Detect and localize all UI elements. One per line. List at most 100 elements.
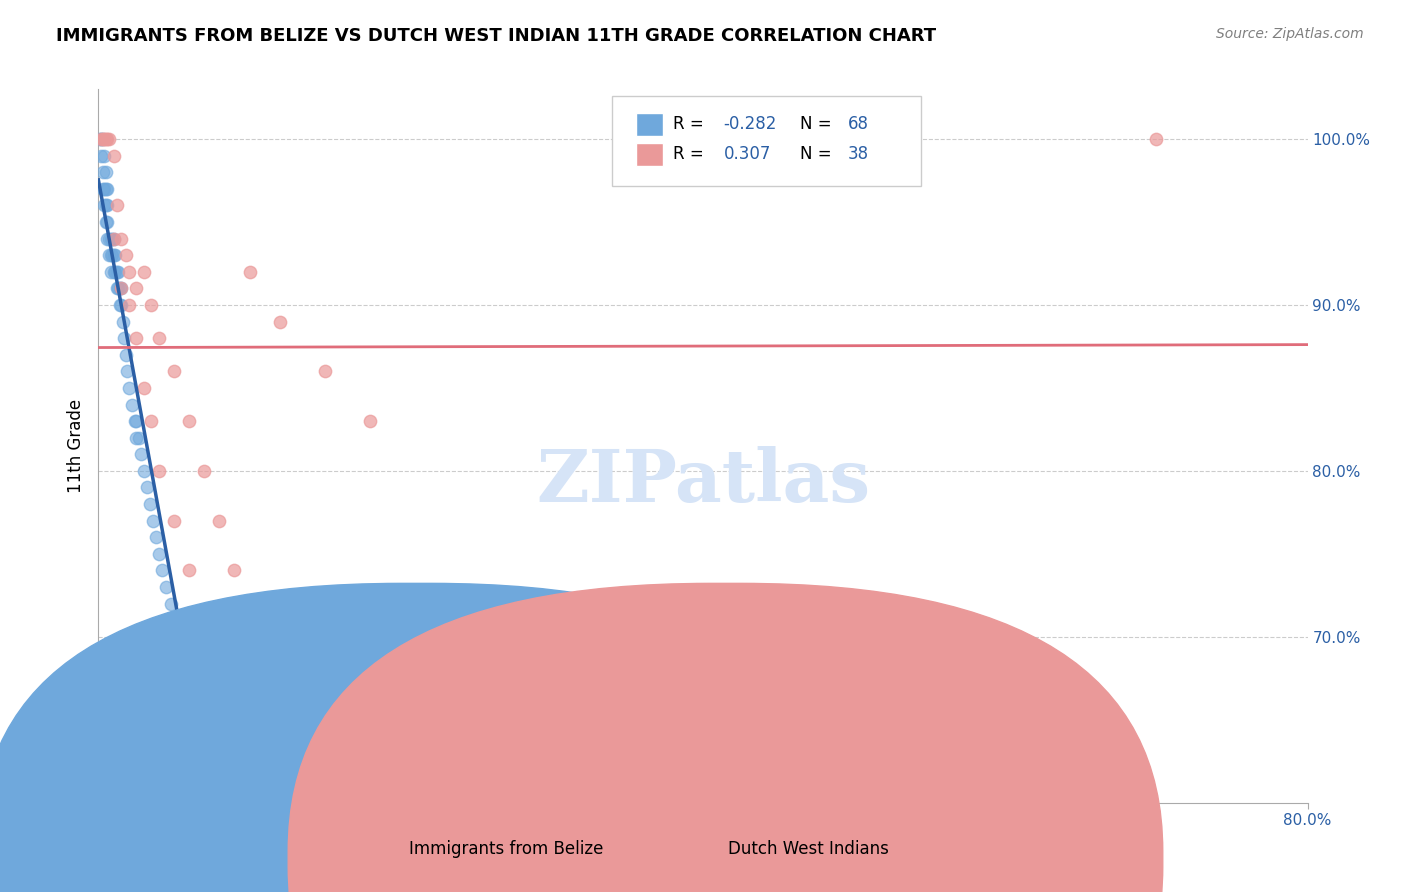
Point <box>107 281 129 295</box>
Point <box>125 331 148 345</box>
Point <box>148 464 170 478</box>
Point <box>118 265 141 279</box>
Point <box>107 265 129 279</box>
Point <box>108 298 131 312</box>
Point <box>103 265 125 279</box>
Point <box>129 447 152 461</box>
Point <box>128 431 150 445</box>
Point <box>110 231 132 245</box>
Point <box>93 198 115 212</box>
Point <box>208 630 231 644</box>
Point <box>155 580 177 594</box>
Point <box>135 481 157 495</box>
Point <box>211 813 233 827</box>
Point <box>98 248 121 262</box>
Point <box>179 680 201 694</box>
Point <box>94 215 117 229</box>
Point <box>360 414 382 428</box>
Point <box>193 464 215 478</box>
Point <box>100 265 122 279</box>
Point <box>89 132 111 146</box>
Point <box>104 265 127 279</box>
Text: -0.282: -0.282 <box>724 115 778 133</box>
Point <box>96 198 118 212</box>
Point <box>94 132 117 146</box>
Text: N =: N = <box>800 115 837 133</box>
Point <box>90 148 112 162</box>
Point <box>125 414 148 428</box>
Text: Immigrants from Belize: Immigrants from Belize <box>409 840 603 858</box>
Point <box>104 248 127 262</box>
Point <box>224 564 246 578</box>
Text: ZIPatlas: ZIPatlas <box>536 446 870 517</box>
Point <box>96 182 118 196</box>
Point <box>112 331 135 345</box>
Point <box>118 381 141 395</box>
Point <box>94 182 117 196</box>
Point <box>179 414 201 428</box>
Point <box>94 198 117 212</box>
Point <box>163 613 186 627</box>
Point <box>121 397 143 411</box>
Point <box>108 281 131 295</box>
Point <box>167 630 190 644</box>
Point <box>110 281 132 295</box>
Text: IMMIGRANTS FROM BELIZE VS DUTCH WEST INDIAN 11TH GRADE CORRELATION CHART: IMMIGRANTS FROM BELIZE VS DUTCH WEST IND… <box>56 27 936 45</box>
Point <box>125 281 148 295</box>
Point <box>1144 132 1167 146</box>
Point <box>201 779 224 793</box>
Point <box>93 132 115 146</box>
Bar <box>637 112 664 136</box>
Point <box>193 746 215 760</box>
Point <box>90 132 112 146</box>
Point <box>141 414 163 428</box>
Text: Dutch West Indians: Dutch West Indians <box>728 840 889 858</box>
Point <box>105 281 128 295</box>
Point <box>91 132 114 146</box>
Text: Source: ZipAtlas.com: Source: ZipAtlas.com <box>1216 27 1364 41</box>
Point <box>148 547 170 561</box>
Point <box>125 431 148 445</box>
Point <box>105 265 128 279</box>
Text: R =: R = <box>672 115 709 133</box>
Point <box>174 663 197 677</box>
Point <box>105 198 128 212</box>
FancyBboxPatch shape <box>613 96 921 186</box>
Text: 68: 68 <box>848 115 869 133</box>
Point <box>314 364 336 378</box>
Text: R =: R = <box>672 145 714 163</box>
Point <box>269 314 291 328</box>
Point <box>132 265 155 279</box>
Point <box>91 132 114 146</box>
Point <box>124 414 146 428</box>
Y-axis label: 11th Grade: 11th Grade <box>66 399 84 493</box>
Point <box>239 663 262 677</box>
Point <box>148 331 170 345</box>
Point <box>91 165 114 179</box>
Point <box>163 514 186 528</box>
Point <box>114 348 136 362</box>
Point <box>103 248 125 262</box>
Text: N =: N = <box>800 145 837 163</box>
Text: 38: 38 <box>848 145 869 163</box>
Point <box>94 165 117 179</box>
Point <box>103 231 125 245</box>
Point <box>96 231 118 245</box>
Point <box>125 647 148 661</box>
Text: 0.307: 0.307 <box>724 145 770 163</box>
Point <box>179 647 201 661</box>
Point <box>186 713 208 727</box>
Point <box>98 132 121 146</box>
Point <box>90 132 112 146</box>
Point <box>224 846 246 860</box>
Point <box>96 215 118 229</box>
Point <box>114 248 136 262</box>
Point <box>98 231 121 245</box>
Point <box>239 879 262 892</box>
Point <box>139 497 162 511</box>
Point <box>239 265 262 279</box>
Point <box>103 148 125 162</box>
Point <box>141 298 163 312</box>
Point <box>160 597 183 611</box>
Point <box>93 182 115 196</box>
